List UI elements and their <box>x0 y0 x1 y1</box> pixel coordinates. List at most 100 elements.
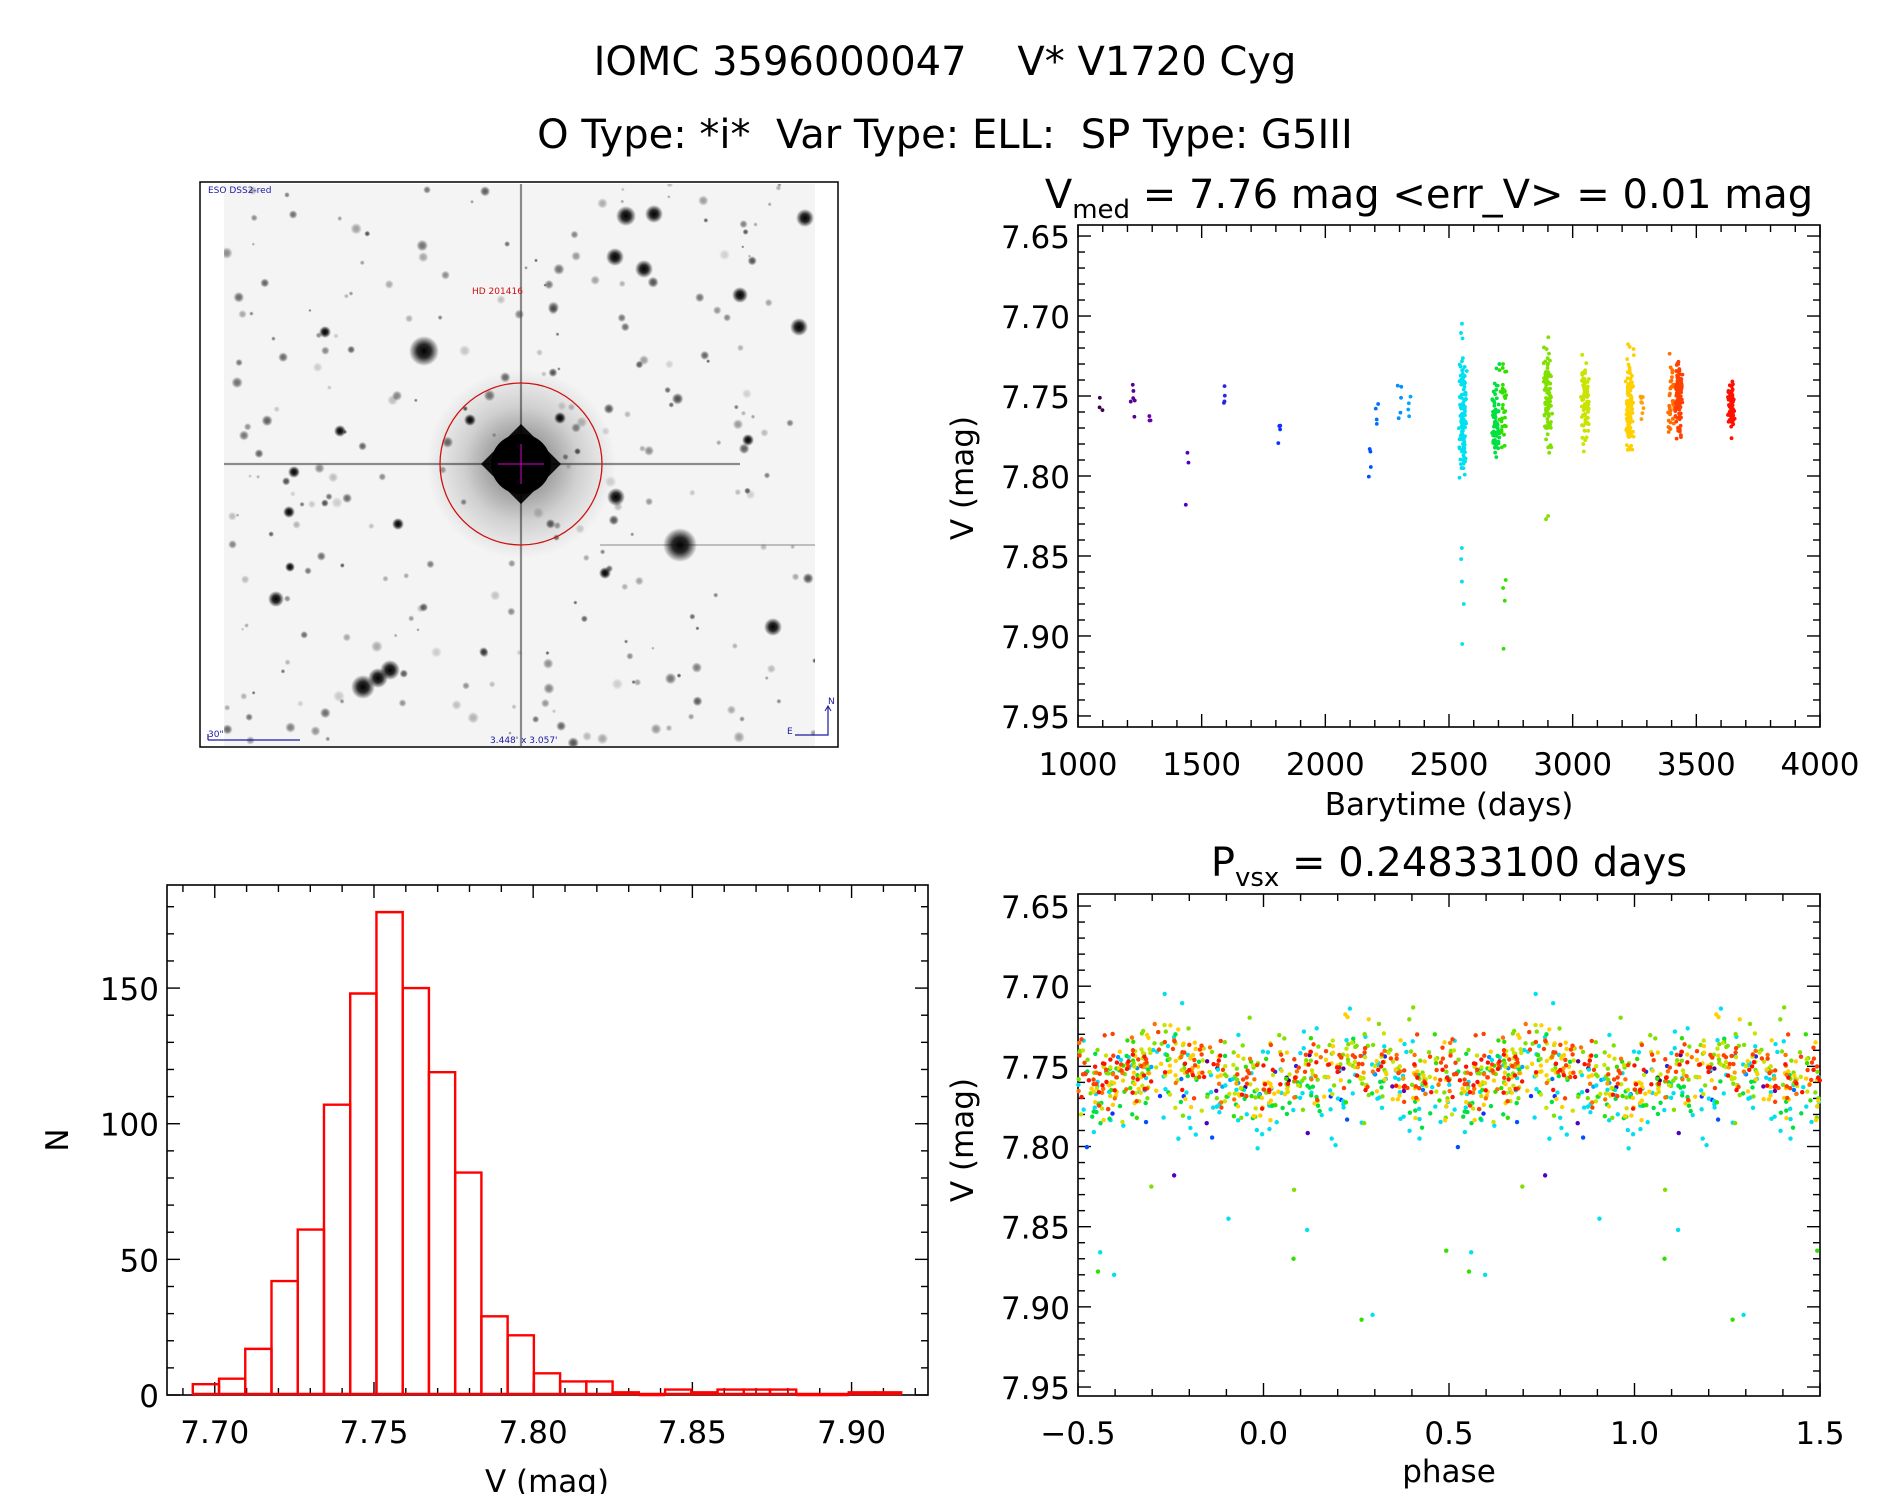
phased-point <box>1240 1077 1246 1082</box>
faint-star <box>738 443 750 455</box>
phased-point <box>1704 1142 1709 1148</box>
phased-point <box>1799 1111 1804 1116</box>
phased-point <box>1786 1069 1791 1074</box>
lightcurve-point <box>1545 379 1550 384</box>
phased-point <box>1167 1092 1173 1097</box>
phased-point <box>1605 1066 1611 1071</box>
phased-point <box>1292 1078 1298 1084</box>
faint-star <box>238 309 247 319</box>
phased-point <box>1131 1039 1136 1045</box>
phased-point <box>1215 1067 1221 1072</box>
phased-point <box>1471 1083 1476 1088</box>
lightcurve-point <box>1583 384 1588 389</box>
phased-point <box>1582 1061 1587 1067</box>
lightcurve-point <box>1680 372 1685 377</box>
faint-star <box>331 496 343 509</box>
phased-point <box>1259 1132 1265 1137</box>
histogram-bar <box>427 1070 457 1395</box>
phased-point <box>1310 1084 1316 1089</box>
phased-point <box>1500 1035 1506 1040</box>
phased-point <box>1153 1065 1159 1070</box>
phased-point <box>1630 1132 1636 1137</box>
phased-point <box>1550 1076 1555 1082</box>
phased-point <box>1380 1094 1385 1099</box>
phased-point <box>1222 1072 1228 1077</box>
phased-point <box>1191 1096 1197 1101</box>
faint-star <box>320 499 329 508</box>
phased-point <box>1794 1091 1799 1097</box>
histogram-bar <box>532 1372 562 1395</box>
phased-point <box>1757 1050 1762 1055</box>
lightcurve-point <box>1491 413 1495 418</box>
phased-point <box>1382 1048 1387 1054</box>
faint-star <box>626 652 634 660</box>
faint-star <box>557 367 561 371</box>
phased-point <box>1750 1052 1756 1057</box>
phased-point <box>1731 1081 1736 1086</box>
phased-point <box>1651 1105 1656 1111</box>
phased-point <box>1692 1094 1698 1099</box>
phased-point <box>1111 1080 1117 1086</box>
phased-point <box>1602 1113 1608 1119</box>
phased-point <box>1077 1040 1082 1046</box>
phased-point <box>1556 1073 1561 1079</box>
figure-title-types: O Type: *i* Var Type: ELL: SP Type: G5II… <box>537 112 1353 158</box>
phased-point <box>1434 1067 1439 1073</box>
phased-point <box>1151 1047 1156 1053</box>
phased-point <box>1733 1046 1739 1051</box>
phased-point <box>1218 1053 1223 1058</box>
phased-point <box>1543 1039 1548 1044</box>
phased-point <box>1680 1068 1686 1073</box>
phased-point <box>1144 1060 1149 1065</box>
phased-point <box>1284 1111 1290 1117</box>
lightcurve-point <box>1148 418 1153 423</box>
phased-point <box>1211 1061 1216 1067</box>
lightcurve-point <box>1625 443 1629 448</box>
faint-star <box>620 199 625 204</box>
phased-point <box>1176 1027 1181 1032</box>
phased-point <box>1267 1100 1272 1106</box>
phased-point <box>1698 1088 1704 1093</box>
phased-point <box>1125 1038 1130 1043</box>
faint-star <box>382 575 389 582</box>
phased-point <box>1791 1087 1797 1093</box>
phased-point <box>1216 1081 1222 1087</box>
phased-point <box>1534 1086 1539 1092</box>
phased-point <box>1142 1054 1147 1059</box>
phased-point <box>1524 1065 1530 1070</box>
phased-point <box>1341 1066 1346 1071</box>
lightcurve-point <box>1583 405 1588 410</box>
phased-point <box>1199 1043 1204 1048</box>
lightcurve-point <box>1668 365 1673 370</box>
faint-star <box>251 690 256 695</box>
lightcurve-point <box>1503 369 1508 374</box>
phased-point <box>1131 1075 1136 1080</box>
phased-point <box>1188 1125 1193 1131</box>
phased-point <box>1690 1112 1695 1118</box>
phased-point <box>1222 1053 1228 1059</box>
phased-point <box>1522 1047 1527 1053</box>
phased-point <box>1117 1049 1123 1054</box>
lightcurve-point <box>1677 402 1682 406</box>
phased-point <box>1402 1041 1407 1047</box>
faint-star <box>760 428 769 437</box>
lightcurve-point <box>1399 384 1404 389</box>
faint-star <box>732 419 744 430</box>
lightcurve-point <box>1502 598 1507 603</box>
phased-point <box>1472 1117 1477 1123</box>
phased-point <box>1714 1100 1720 1105</box>
lightcurve-point <box>1500 382 1505 387</box>
phased-point <box>1741 1312 1746 1318</box>
lightcurve-point <box>1626 447 1631 452</box>
phased-point <box>1395 1097 1401 1102</box>
lightcurve-point <box>1499 428 1504 432</box>
phased-point <box>1496 1038 1501 1043</box>
phased-point <box>1463 1105 1468 1110</box>
phased-point <box>1420 1087 1426 1093</box>
phased-point <box>1182 1061 1188 1066</box>
phased-point <box>1343 1012 1348 1017</box>
lightcurve-point <box>1586 377 1591 381</box>
phased-point <box>1187 1067 1192 1073</box>
phased-point <box>1517 1035 1522 1041</box>
